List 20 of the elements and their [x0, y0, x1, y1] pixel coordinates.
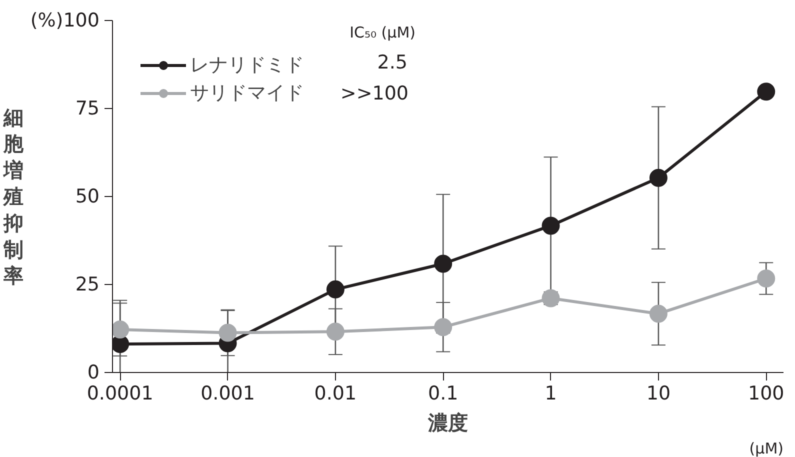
y-tick-label: 0: [87, 362, 100, 384]
annotation: IC₅₀ (μM): [350, 24, 416, 42]
x-tick-label: 0.1: [428, 382, 458, 404]
x-tick-label: 0.01: [314, 382, 357, 404]
y-tick-label: 25: [75, 274, 100, 296]
x-tick-label: 100: [748, 382, 784, 404]
x-tick-label: 0.0001: [86, 382, 154, 404]
x-axis-title: 濃度: [427, 410, 468, 434]
text: (μM): [749, 440, 784, 457]
annotation: >>100: [340, 82, 409, 104]
y-tick-label: (%)100: [30, 10, 100, 32]
legend-label: レナリドミド: [190, 53, 304, 78]
y-tick-label: 75: [75, 98, 100, 120]
x-tick-label: 0.001: [200, 382, 255, 404]
legend-label: サリドマイド: [190, 81, 304, 106]
annotation: 2.5: [377, 52, 408, 74]
x-tick-label: 1: [544, 382, 557, 404]
y-axis-title: 細胞増殖抑制率: [2, 105, 24, 288]
y-tick-label: 50: [75, 186, 100, 208]
x-tick-label: 10: [646, 382, 671, 404]
